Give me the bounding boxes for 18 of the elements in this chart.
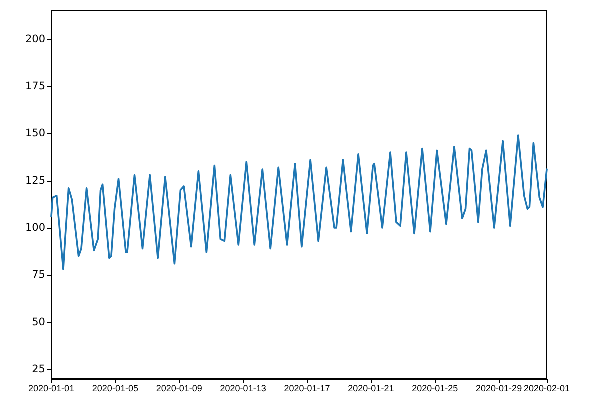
y-tick-label: 50 <box>32 316 46 328</box>
line-series <box>50 134 548 270</box>
x-tick-label: 2020-01-21 <box>348 384 394 394</box>
y-tick-label: 150 <box>25 128 46 140</box>
x-tick-label: 2020-01-01 <box>28 384 75 394</box>
y-tick-label: 25 <box>32 364 46 376</box>
x-tick-label: 2020-01-25 <box>412 384 458 394</box>
x-tick-label: 2020-01-29 <box>476 384 522 394</box>
y-tick-label: 125 <box>25 174 46 187</box>
x-tick-label: 2020-01-13 <box>220 384 266 394</box>
y-tick-label: 100 <box>25 222 46 234</box>
x-tick-label: 2020-02-01 <box>524 384 570 394</box>
x-tick-label: 2020-01-09 <box>156 384 202 394</box>
y-tick-label: 75 <box>32 269 46 282</box>
x-tick-label: 2020-01-17 <box>284 384 330 394</box>
x-tick-label: 2020-01-05 <box>92 384 138 394</box>
y-tick-label: 200 <box>25 33 46 46</box>
y-tick-label: 175 <box>25 80 46 92</box>
